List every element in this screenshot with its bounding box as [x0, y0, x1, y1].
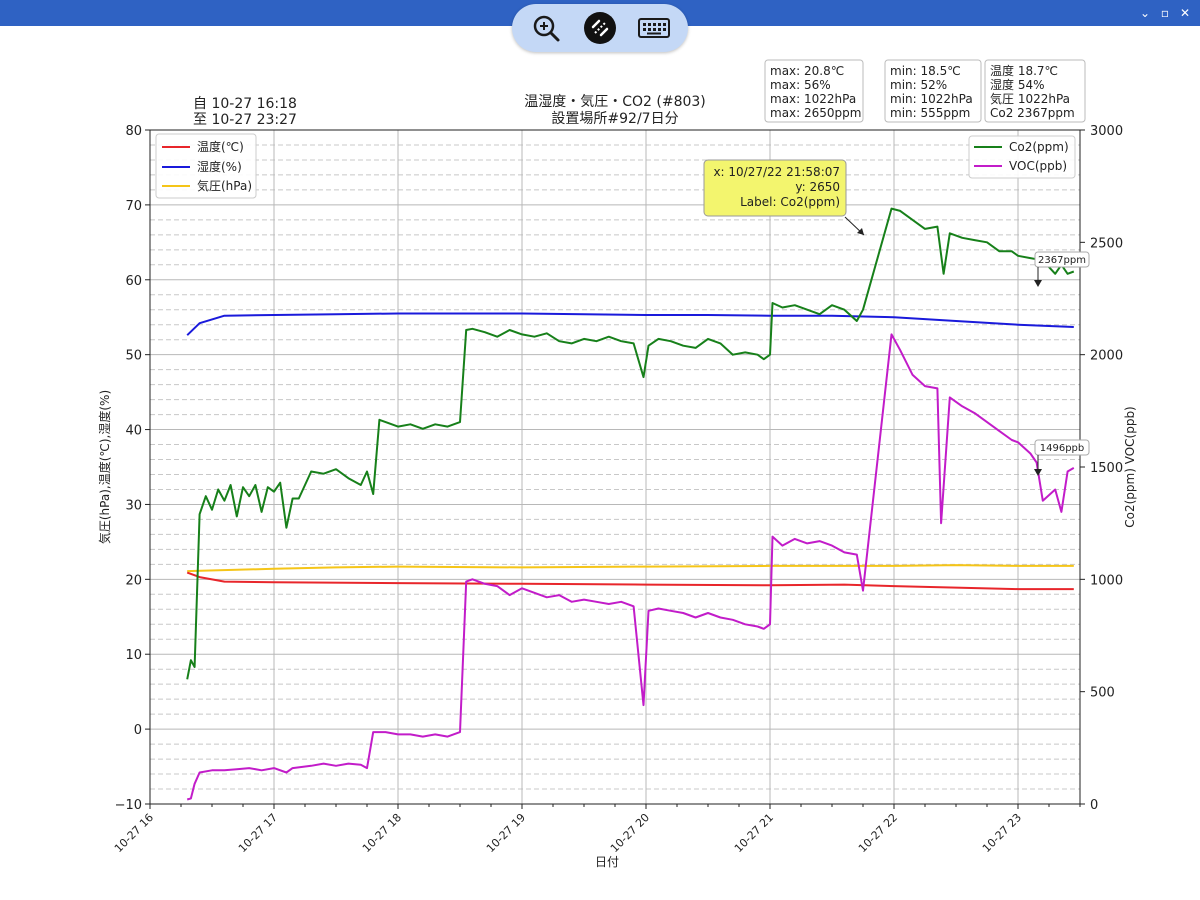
x-tick-label: 10-27 23	[980, 811, 1024, 855]
x-tick-label: 10-27 21	[732, 811, 776, 855]
voc-last-annotation: 1496ppb	[1034, 439, 1090, 476]
current-pressure: 気圧 1022hPa	[990, 91, 1070, 106]
y-tick-label-right: 0	[1090, 798, 1098, 813]
legend-temp: 温度(℃)	[197, 139, 244, 154]
co2-line[interactable]	[186, 207, 1075, 680]
y-tick-label-right: 2000	[1090, 349, 1123, 364]
max-co2: max: 2650ppm	[770, 106, 861, 120]
tooltip-arrowhead	[857, 228, 864, 235]
x-tick-label: 10-27 16	[112, 811, 156, 855]
y-tick-label-right: 2500	[1090, 236, 1123, 251]
y-tick-label-right: 3000	[1090, 124, 1123, 139]
close-icon[interactable]: ✕	[1179, 6, 1191, 20]
y-tick-label-right: 1000	[1090, 573, 1123, 588]
min-temp: min: 18.5℃	[890, 64, 961, 78]
y-tick-label-left: 0	[134, 723, 142, 738]
zoom-in-icon[interactable]	[528, 10, 564, 46]
legend-humidity: 湿度(%)	[197, 159, 242, 174]
x-axis-label: 日付	[595, 855, 619, 869]
max-stats-box: max: 20.8℃ max: 56% max: 1022hPa max: 26…	[764, 59, 864, 123]
humidity-line[interactable]	[186, 312, 1074, 336]
min-pressure: min: 1022hPa	[890, 92, 973, 106]
co2-last-annotation: 2367ppm	[1034, 251, 1090, 287]
x-tick-label: 10-27 20	[608, 811, 652, 855]
current-temp: 温度 18.7℃	[990, 63, 1058, 78]
left-y-axis-label: 気圧(hPa),温度(℃),湿度(%)	[97, 390, 112, 544]
remote-connection-icon[interactable]	[582, 10, 618, 46]
right-y-axis-label: Co2(ppm) VOC(ppb)	[1123, 406, 1137, 528]
y-tick-label-left: 30	[125, 498, 142, 513]
x-tick-label: 10-27 17	[236, 811, 280, 855]
x-tick-label: 10-27 19	[484, 811, 528, 855]
legend-right: Co2(ppm) VOC(ppb)	[968, 135, 1076, 179]
date-range-from: 自 10-27 16:18	[193, 96, 297, 112]
tooltip-y: y: 2650	[795, 180, 840, 194]
data-tooltip: x: 10/27/22 21:58:07 y: 2650 Label: Co2(…	[703, 159, 865, 236]
y-tick-label-left: 60	[125, 274, 142, 289]
tooltip-x: x: 10/27/22 21:58:07	[713, 165, 840, 179]
max-humidity: max: 56%	[770, 78, 831, 92]
voc-last-label: 1496ppb	[1040, 443, 1085, 454]
legend-left: 温度(℃) 湿度(%) 気圧(hPa)	[155, 133, 257, 199]
y-tick-label-left: 40	[125, 424, 142, 439]
date-range-to: 至 10-27 23:27	[193, 112, 297, 128]
pressure-line[interactable]	[187, 564, 1074, 573]
y-tick-label-left: 50	[125, 349, 142, 364]
y-tick-label-left: 70	[125, 199, 142, 214]
min-stats-box: min: 18.5℃ min: 52% min: 1022hPa min: 55…	[884, 59, 982, 123]
remote-toolbar	[512, 4, 688, 52]
chart-title: 温湿度・気圧・CO2 (#803)	[524, 94, 706, 110]
max-temp: max: 20.8℃	[770, 64, 844, 78]
y-tick-label-right: 1500	[1090, 461, 1123, 476]
y-tick-label-left: 80	[125, 124, 142, 139]
legend-co2: Co2(ppm)	[1009, 140, 1069, 154]
y-tick-label-left: −10	[115, 798, 142, 813]
voc-line[interactable]	[186, 333, 1075, 801]
temperature-line[interactable]	[186, 571, 1074, 591]
current-co2: Co2 2367ppm	[990, 106, 1075, 120]
keyboard-icon[interactable]	[636, 10, 672, 46]
y-tick-label-left: 10	[125, 648, 142, 663]
current-humidity: 湿度 54%	[990, 77, 1045, 92]
series-lines	[186, 207, 1075, 801]
max-pressure: max: 1022hPa	[770, 92, 856, 106]
x-tick-label: 10-27 22	[856, 811, 900, 855]
minimize-icon[interactable]: ⌄	[1139, 6, 1151, 20]
x-tick-label: 10-27 18	[360, 811, 404, 855]
legend-pressure: 気圧(hPa)	[197, 178, 252, 193]
min-humidity: min: 52%	[890, 78, 947, 92]
min-co2: min: 555ppm	[890, 106, 970, 120]
current-stats-box: 温度 18.7℃ 湿度 54% 気圧 1022hPa Co2 2367ppm	[984, 59, 1086, 123]
maximize-icon[interactable]: ▫	[1160, 6, 1170, 20]
tooltip-label: Label: Co2(ppm)	[740, 195, 840, 209]
co2-last-label: 2367ppm	[1038, 255, 1086, 266]
legend-voc: VOC(ppb)	[1009, 159, 1067, 173]
grid-lines	[149, 129, 1080, 805]
chart-subtitle: 設置場所#92/7日分	[551, 111, 678, 127]
y-tick-label-left: 20	[125, 573, 142, 588]
y-tick-label-right: 500	[1090, 686, 1115, 701]
